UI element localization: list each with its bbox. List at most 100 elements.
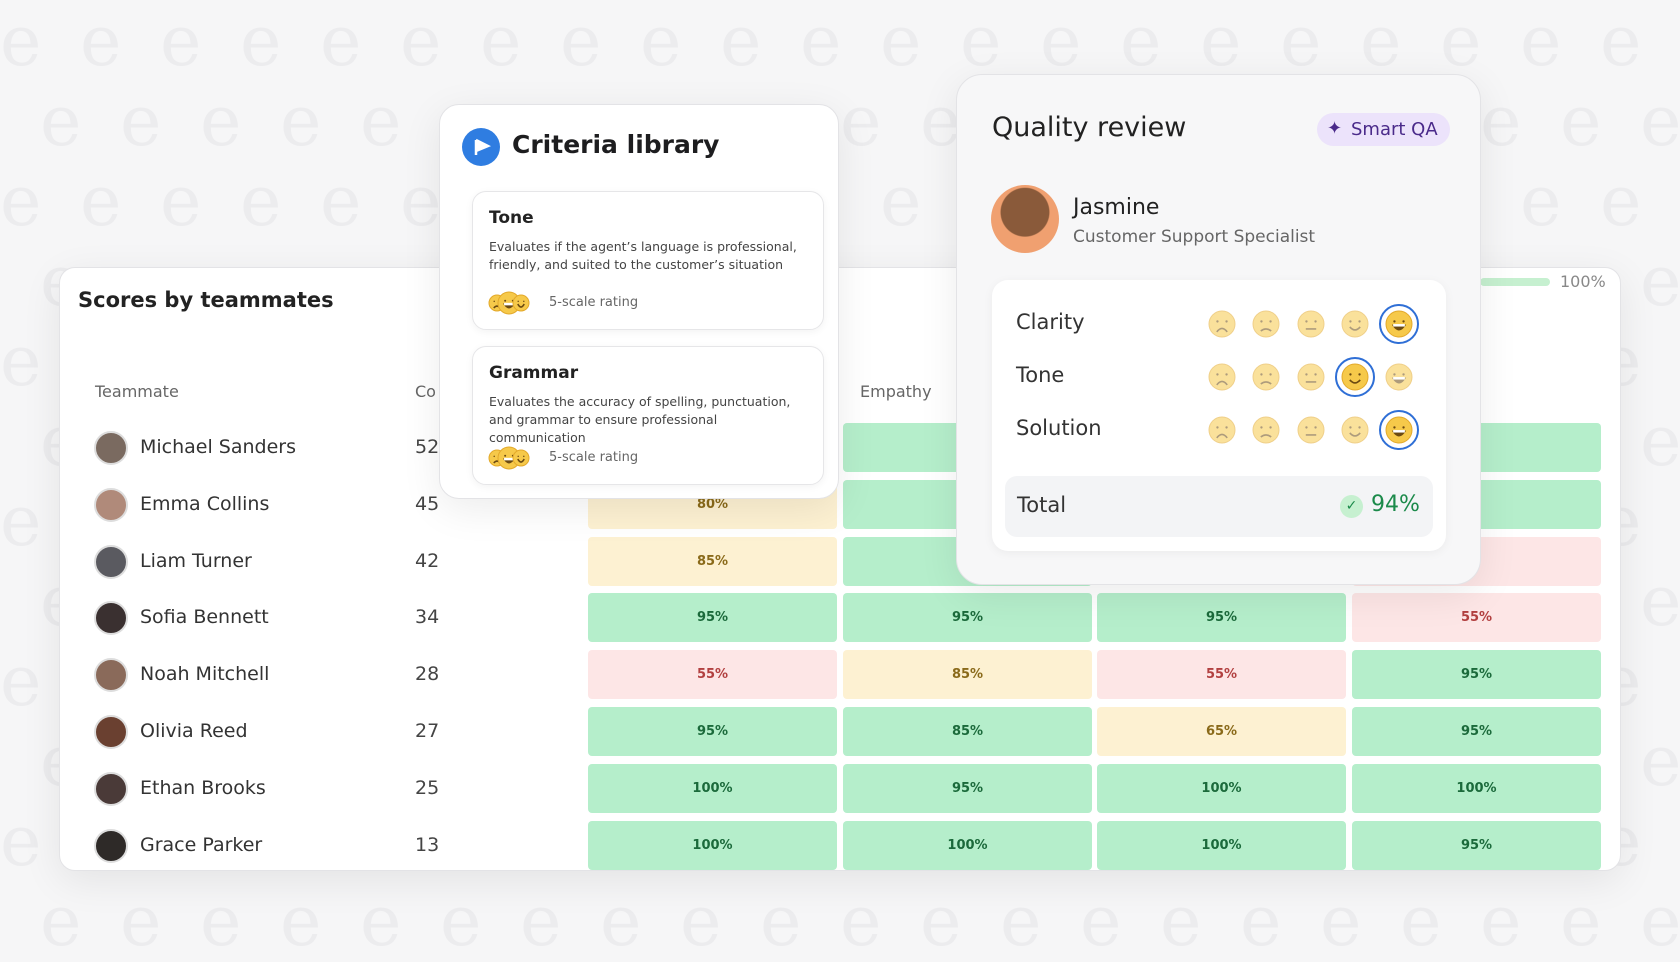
background-glyph: e (880, 160, 922, 242)
score-cell: 95% (1352, 820, 1601, 870)
criteria-card[interactable]: Grammar Evaluates the accuracy of spellin… (472, 346, 824, 485)
avatar (94, 828, 128, 863)
criterion-name: Solution (1016, 416, 1102, 440)
progress-label: 100% (1560, 272, 1606, 291)
score-cell: 100% (843, 820, 1092, 870)
rating-face[interactable] (1252, 310, 1280, 338)
score-cell: 55% (588, 650, 837, 700)
background-glyph: e (1360, 0, 1402, 82)
background-glyph: e (1640, 400, 1680, 482)
smart-qa-badge[interactable]: Smart QA ✦ (1317, 113, 1450, 146)
count: 27 (415, 720, 440, 742)
rating-face[interactable] (1341, 310, 1369, 338)
rating-face[interactable] (1341, 416, 1369, 444)
rating-face[interactable] (1385, 363, 1413, 391)
count: 13 (415, 833, 440, 856)
background-glyph: e (600, 880, 642, 962)
background-glyph: e (1400, 880, 1442, 962)
background-glyph: e (80, 0, 122, 82)
progress-bar (1480, 278, 1550, 286)
rating-face[interactable] (1252, 363, 1280, 391)
background-glyph: e (1520, 160, 1562, 242)
background-glyph: e (160, 0, 202, 82)
score-cell: 95% (588, 707, 837, 756)
count: 45 (415, 492, 440, 515)
teammate-name: Michael Sanders (140, 436, 297, 458)
background-glyph: e (360, 880, 402, 962)
agent-avatar (991, 185, 1059, 253)
score-cell: 95% (1097, 593, 1346, 643)
criteria-description: Evaluates the accuracy of spelling, punc… (489, 394, 791, 445)
criteria-name: Grammar (489, 363, 579, 383)
count: 25 (415, 776, 440, 799)
background-glyph: e (1560, 80, 1602, 162)
score-cell: 95% (1352, 650, 1601, 700)
library-title: Criteria library (512, 130, 720, 159)
background-glyph: e (1320, 880, 1362, 962)
background-glyph: e (1440, 0, 1482, 82)
rating-face[interactable] (1208, 363, 1236, 391)
score-cell: 85% (843, 650, 1092, 700)
teammate-name: Liam Turner (140, 549, 252, 572)
background-glyph: e (920, 880, 962, 962)
background-glyph: e (0, 0, 42, 82)
background-glyph: e (1200, 0, 1242, 82)
background-glyph: e (40, 880, 82, 962)
background-glyph: e (280, 880, 322, 962)
background-glyph: e (1000, 880, 1042, 962)
background-glyph: e (800, 0, 842, 82)
rating-face[interactable] (1208, 310, 1236, 338)
badge-text: Smart QA (1351, 119, 1438, 140)
background-glyph: e (640, 0, 682, 82)
background-glyph: e (0, 800, 42, 882)
rating-face[interactable] (1208, 416, 1236, 444)
background-glyph: e (1560, 880, 1602, 962)
background-glyph: e (840, 880, 882, 962)
background-glyph: e (1080, 880, 1122, 962)
column-header: Co (415, 382, 436, 401)
column-header: Teammate (95, 382, 179, 401)
avatar (94, 601, 128, 636)
total-score: 94% (1371, 492, 1420, 517)
background-glyph: e (840, 80, 882, 162)
quality-review: Quality review Smart QA ✦ Jasmine Customer S… (956, 74, 1481, 585)
criteria-card[interactable]: Tone Evaluates if the agent’s language is… (472, 191, 824, 330)
avatar (94, 487, 128, 522)
rating-face[interactable] (1297, 416, 1325, 444)
score-cell: 100% (588, 820, 837, 870)
rating-face[interactable] (1297, 310, 1325, 338)
rating-face[interactable] (1252, 416, 1280, 444)
background-glyph: e (480, 0, 522, 82)
agent-name: Jasmine (1073, 195, 1160, 220)
rating-type: 5-scale rating (549, 450, 639, 465)
background-glyph: e (320, 0, 362, 82)
rating-face[interactable] (512, 294, 530, 312)
background-glyph: e (440, 880, 482, 962)
background-glyph: e (1280, 0, 1322, 82)
count: 28 (415, 663, 440, 686)
background-glyph: e (1160, 880, 1202, 962)
background-glyph: e (200, 80, 242, 162)
teammate-name: Sofia Bennett (140, 606, 269, 629)
rating-face[interactable] (1378, 303, 1420, 345)
background-glyph: e (0, 160, 42, 242)
rating-face[interactable] (1378, 409, 1420, 451)
background-glyph: e (1040, 0, 1082, 82)
rating-face[interactable] (512, 449, 530, 467)
avatar (94, 771, 128, 806)
panel-title: Scores by teammates (78, 288, 334, 312)
check-icon: ✓ (1340, 495, 1363, 518)
rating-face[interactable] (1334, 356, 1376, 398)
background-glyph: e (1520, 0, 1562, 82)
criterion-name: Tone (1016, 363, 1065, 387)
background-glyph: e (1600, 160, 1642, 242)
rating-face[interactable] (1297, 363, 1325, 391)
background-glyph: e (1640, 240, 1680, 322)
agent-role: Customer Support Specialist (1073, 227, 1316, 247)
badge-icon: ✦ (1327, 118, 1343, 139)
score-cell: 55% (1352, 593, 1601, 643)
background-glyph: e (80, 160, 122, 242)
background-glyph: e (1600, 0, 1642, 82)
teammate-name: Ethan Brooks (140, 776, 266, 799)
